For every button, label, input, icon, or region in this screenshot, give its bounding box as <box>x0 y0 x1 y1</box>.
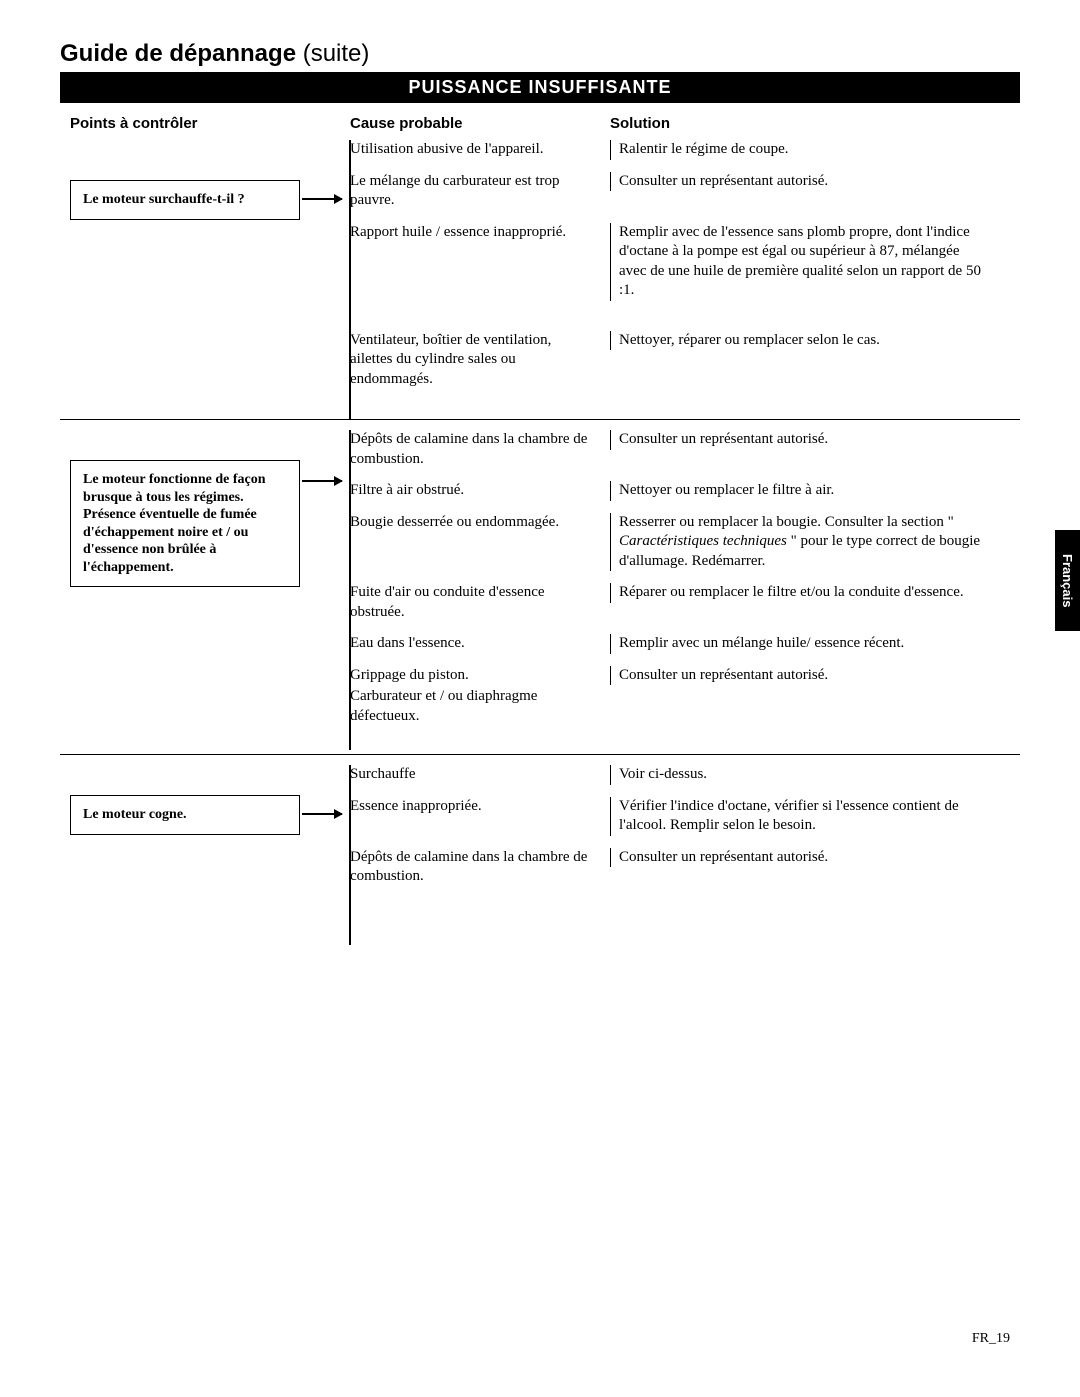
check-box-3: Le moteur cogne. <box>70 795 300 835</box>
cause-cell: Fuite d'air ou conduite d'essence obstru… <box>350 583 610 622</box>
solution-cell: Consulter un représentant autorisé. <box>610 848 990 868</box>
cause-cell: Le mélange du carburateur est trop pauvr… <box>350 172 610 211</box>
table-row: Grippage du piston. Consulter un représe… <box>350 666 1020 686</box>
table-row: Essence inappropriée. Vérifier l'indice … <box>350 797 1020 836</box>
cause-cell: Eau dans l'essence. <box>350 634 610 654</box>
table-row: Rapport huile / essence inapproprié. Rem… <box>350 223 1020 301</box>
table-row: Bougie desserrée ou endommagée. Resserre… <box>350 513 1020 572</box>
table-row: Filtre à air obstrué. Nettoyer ou rempla… <box>350 481 1020 501</box>
table-row: Le mélange du carburateur est trop pauvr… <box>350 172 1020 211</box>
vertical-line <box>349 765 351 945</box>
arrow-icon <box>302 198 342 200</box>
column-headers: Points à contrôler Cause probable Soluti… <box>60 103 1020 140</box>
vertical-line <box>349 430 351 750</box>
section-2: Le moteur fonctionne de façon brusque à … <box>60 430 1020 755</box>
language-tab: Français <box>1055 530 1080 631</box>
check-box-1: Le moteur surchauffe-t-il ? <box>70 180 300 220</box>
vertical-line <box>349 140 351 420</box>
cause-cell: Utilisation abusive de l'appareil. <box>350 140 610 160</box>
cause-cell: Grippage du piston. <box>350 666 610 686</box>
section-3: Le moteur cogne. Surchauffe Voir ci-dess… <box>60 765 1020 955</box>
section-1: Le moteur surchauffe-t-il ? Utilisation … <box>60 140 1020 420</box>
cause-cell: Carburateur et / ou diaphragme défectueu… <box>350 687 610 726</box>
solution-cell: Resserrer ou remplacer la bougie. Consul… <box>610 513 990 572</box>
header-solution: Solution <box>610 115 990 132</box>
cause-cell: Filtre à air obstrué. <box>350 481 610 501</box>
check-box-2: Le moteur fonctionne de façon brusque à … <box>70 460 300 587</box>
page-title: Guide de dépannage (suite) <box>60 40 1020 68</box>
rows-2: Dépôts de calamine dans la chambre de co… <box>350 430 1020 726</box>
rows-1: Utilisation abusive de l'appareil. Ralen… <box>350 140 1020 389</box>
section-banner: PUISSANCE INSUFFISANTE <box>60 72 1020 103</box>
table-row: Surchauffe Voir ci-dessus. <box>350 765 1020 785</box>
title-main: Guide de dépannage <box>60 40 303 67</box>
solution-cell: Nettoyer, réparer ou remplacer selon le … <box>610 331 990 351</box>
solution-cell: Consulter un représentant autorisé. <box>610 430 990 450</box>
rows-3: Surchauffe Voir ci-dessus. Essence inapp… <box>350 765 1020 887</box>
header-cause: Cause probable <box>350 115 610 132</box>
header-check: Points à contrôler <box>60 115 350 132</box>
cause-cell: Dépôts de calamine dans la chambre de co… <box>350 430 610 469</box>
table-row: Dépôts de calamine dans la chambre de co… <box>350 848 1020 887</box>
solution-cell: Vérifier l'indice d'octane, vérifier si … <box>610 797 990 836</box>
table-row: Dépôts de calamine dans la chambre de co… <box>350 430 1020 469</box>
solution-cell: Consulter un représentant autorisé. <box>610 666 990 686</box>
table-row: Fuite d'air ou conduite d'essence obstru… <box>350 583 1020 622</box>
solution-cell: Remplir avec de l'essence sans plomb pro… <box>610 223 990 301</box>
cause-cell: Surchauffe <box>350 765 610 785</box>
cause-cell: Ventilateur, boîtier de ventilation, ail… <box>350 331 610 390</box>
cause-cell: Essence inappropriée. <box>350 797 610 817</box>
solution-cell: Ralentir le régime de coupe. <box>610 140 990 160</box>
table-row: Utilisation abusive de l'appareil. Ralen… <box>350 140 1020 160</box>
solution-cell: Remplir avec un mélange huile/ essence r… <box>610 634 990 654</box>
table-row: Carburateur et / ou diaphragme défectueu… <box>350 687 1020 726</box>
cause-cell: Bougie desserrée ou endommagée. <box>350 513 610 533</box>
arrow-icon <box>302 813 342 815</box>
arrow-icon <box>302 480 342 482</box>
solution-cell: Voir ci-dessus. <box>610 765 990 785</box>
solution-cell: Réparer ou remplacer le filtre et/ou la … <box>610 583 990 603</box>
solution-cell: Consulter un représentant autorisé. <box>610 172 990 192</box>
table-row: Eau dans l'essence. Remplir avec un méla… <box>350 634 1020 654</box>
solution-cell: Nettoyer ou remplacer le filtre à air. <box>610 481 990 501</box>
table-row: Ventilateur, boîtier de ventilation, ail… <box>350 331 1020 390</box>
page: Guide de dépannage (suite) PUISSANCE INS… <box>0 0 1080 1005</box>
cause-cell: Rapport huile / essence inapproprié. <box>350 223 610 243</box>
cause-cell: Dépôts de calamine dans la chambre de co… <box>350 848 610 887</box>
title-suffix: (suite) <box>303 40 370 67</box>
page-number: FR_19 <box>972 1331 1010 1347</box>
